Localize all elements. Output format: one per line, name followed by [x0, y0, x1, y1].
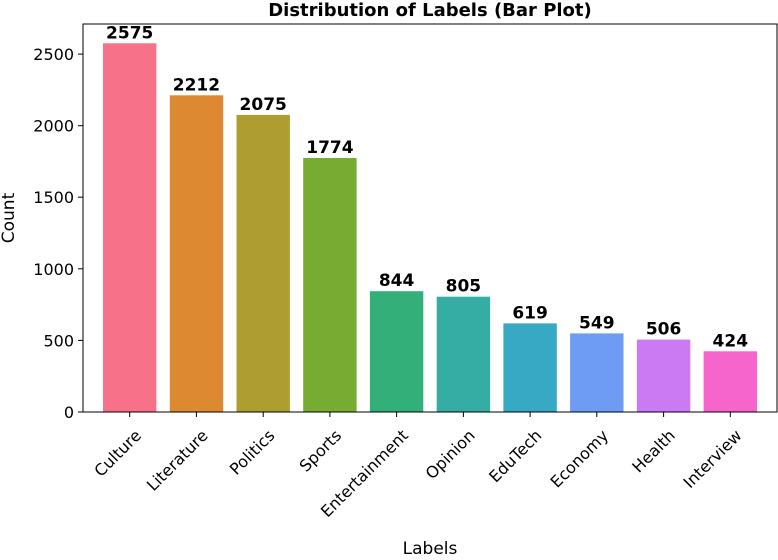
plot-frame [82, 23, 778, 413]
x-tick-label-politics: Politics [226, 426, 279, 479]
x-tick-label-opinion: Opinion [422, 426, 479, 483]
data-label-opinion: 805 [446, 277, 482, 297]
y-axis: 0 500 1000 1500 2000 2500 [33, 45, 83, 422]
data-label-sports: 1774 [306, 138, 353, 158]
y-tick-label-1500: 1500 [33, 188, 74, 207]
bar-edutech [503, 323, 557, 412]
data-label-politics: 2075 [240, 95, 287, 115]
y-axis-label: Count [0, 192, 19, 243]
bar-health [636, 339, 691, 412]
bars-layer [103, 43, 757, 413]
data-labels-layer: 2575 2212 2075 1774 844 805 619 549 506 424 [106, 23, 748, 351]
x-tick-label-interview: Interview [680, 426, 746, 492]
x-tick-label-sports: Sports [296, 426, 346, 476]
bar-literature [169, 95, 224, 413]
x-axis-label: Labels [403, 539, 458, 556]
bar-sports [303, 158, 357, 412]
bar-culture [103, 43, 157, 413]
data-label-edutech: 619 [512, 303, 548, 323]
y-tick-label-0: 0 [64, 403, 74, 422]
bar-politics [236, 114, 290, 413]
bar-economy [570, 333, 624, 412]
data-label-economy: 549 [579, 313, 615, 333]
data-label-literature: 2212 [173, 75, 220, 95]
y-tick-label-500: 500 [43, 331, 74, 350]
data-label-culture: 2575 [106, 23, 153, 43]
y-tick-label-2000: 2000 [33, 117, 74, 136]
x-tick-label-economy: Economy [547, 426, 613, 492]
x-tick-label-edutech: EduTech [485, 426, 545, 486]
x-tick-label-literature: Literature [143, 426, 212, 495]
bar-opinion [436, 296, 491, 412]
chart-title: Distribution of Labels (Bar Plot) [268, 0, 592, 21]
y-tick-label-2500: 2500 [33, 45, 74, 64]
y-tick-label-1000: 1000 [33, 260, 74, 279]
x-tick-label-culture: Culture [90, 426, 145, 481]
bar-entertainment [369, 291, 424, 412]
data-label-entertainment: 844 [379, 271, 415, 291]
data-label-interview: 424 [713, 331, 749, 351]
bar-interview [703, 351, 757, 412]
data-label-health: 506 [646, 320, 682, 340]
x-tick-label-health: Health [628, 426, 679, 477]
